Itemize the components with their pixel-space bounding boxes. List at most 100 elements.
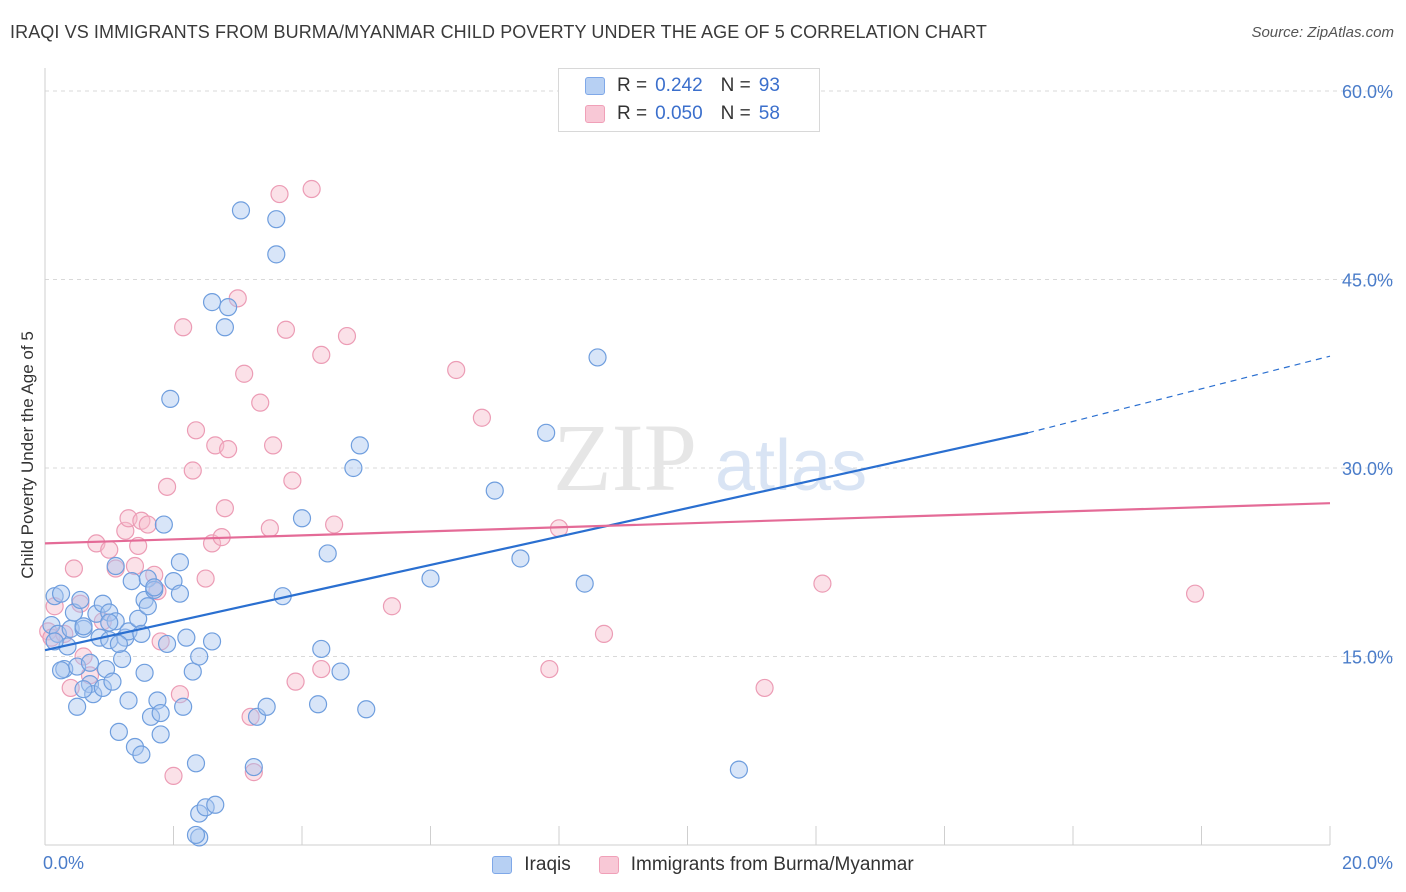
iraqi-point bbox=[93, 678, 112, 698]
burma-point bbox=[540, 659, 559, 679]
burma-point bbox=[302, 179, 321, 199]
legend-n-value: 58 bbox=[758, 103, 780, 124]
iraqi-point bbox=[74, 680, 93, 699]
trendlines bbox=[44, 355, 1331, 652]
iraqi-point bbox=[103, 672, 122, 691]
burma-point bbox=[196, 569, 215, 588]
iraqi-point bbox=[138, 597, 157, 616]
burma-point bbox=[312, 659, 331, 679]
burma-point bbox=[219, 440, 238, 459]
ticks: 15.0% 30.0% 45.0% 60.0% 0.0% 20.0% bbox=[43, 82, 1393, 873]
iraqi-point bbox=[129, 609, 148, 628]
iraqi-point bbox=[161, 389, 180, 408]
burma-point bbox=[241, 707, 260, 726]
iraqi-point bbox=[157, 634, 177, 654]
burma-point bbox=[125, 556, 145, 576]
y-axis-title: Child Poverty Under the Age of 5 bbox=[18, 331, 37, 579]
iraqi-point bbox=[174, 697, 193, 716]
burma-point bbox=[263, 436, 283, 455]
iraqi-point bbox=[177, 628, 196, 647]
iraqi-point bbox=[80, 653, 100, 672]
legend-row-iraqis: R = 0.242 N = 93 bbox=[585, 73, 780, 99]
legend-n-label: N = bbox=[720, 103, 751, 124]
burma-point bbox=[100, 540, 119, 559]
iraqi-point bbox=[51, 661, 71, 680]
iraqi-point bbox=[154, 515, 173, 534]
legend-n-value: 93 bbox=[758, 75, 780, 96]
iraqi-trendline-projection bbox=[1027, 355, 1331, 434]
burma-point bbox=[755, 678, 774, 698]
iraqi-point bbox=[100, 613, 119, 632]
burma-point bbox=[164, 766, 183, 785]
burma-point bbox=[138, 515, 157, 534]
burma-point bbox=[813, 574, 832, 593]
iraqi-point bbox=[350, 436, 369, 455]
watermark-atlas: atlas bbox=[715, 426, 867, 506]
legend-r-value: 0.242 bbox=[655, 75, 703, 96]
iraqi-point bbox=[511, 549, 530, 568]
iraqi-point bbox=[141, 707, 161, 726]
iraqi-point bbox=[74, 617, 93, 636]
iraqi-point bbox=[729, 760, 749, 779]
axes bbox=[44, 68, 1331, 846]
iraqi-point bbox=[308, 695, 328, 714]
burma-point bbox=[260, 519, 279, 538]
iraqi-point bbox=[87, 604, 106, 623]
iraqi-point bbox=[485, 481, 504, 500]
iraqi-point bbox=[135, 663, 154, 682]
iraqi-point bbox=[122, 571, 141, 591]
iraqi-point bbox=[588, 348, 607, 367]
burma-point bbox=[594, 624, 614, 643]
iraqi-point bbox=[318, 544, 337, 563]
burma-point bbox=[61, 678, 80, 698]
iraqi-point bbox=[106, 612, 125, 631]
bottom-legend-swatch-blue bbox=[492, 856, 513, 874]
iraqi-point bbox=[183, 662, 202, 681]
iraqi-point bbox=[84, 685, 103, 704]
iraqi-point bbox=[202, 293, 222, 312]
legend-r-value: 0.050 bbox=[655, 103, 703, 124]
burma-point bbox=[382, 597, 402, 616]
iraqi-point bbox=[151, 725, 170, 744]
iraqi-point bbox=[186, 754, 206, 773]
iraqi-point bbox=[267, 210, 286, 229]
burma-point bbox=[276, 320, 296, 339]
iraqi-point bbox=[151, 703, 170, 723]
burma-point bbox=[244, 763, 263, 782]
iraqi-point bbox=[125, 737, 145, 757]
blue-points bbox=[42, 201, 749, 847]
iraqi-point bbox=[231, 201, 251, 220]
legend-n-label: N = bbox=[720, 75, 751, 96]
bottom-legend: Iraqis Immigrants from Burma/Myanmar bbox=[0, 852, 1406, 878]
watermark: ZIP atlas bbox=[553, 404, 867, 511]
bottom-legend-iraqis: Iraqis bbox=[492, 854, 571, 876]
iraqi-point bbox=[119, 691, 138, 710]
burma-point bbox=[186, 421, 206, 440]
source-label: Source: ZipAtlas.com bbox=[1251, 24, 1394, 41]
burma-point bbox=[251, 393, 270, 412]
iraqi-point bbox=[109, 634, 128, 654]
iraqi-point bbox=[68, 697, 87, 716]
burma-point bbox=[215, 499, 234, 518]
watermark-zip: ZIP bbox=[553, 404, 697, 511]
legend: R = 0.242 N = 93 R = 0.050 N = 58 bbox=[558, 68, 820, 132]
legend-r-label: R = bbox=[617, 75, 648, 96]
iraqi-point bbox=[257, 697, 276, 716]
iraqi-point bbox=[267, 245, 286, 264]
burma-point bbox=[337, 326, 357, 346]
legend-row-burma: R = 0.050 N = 58 bbox=[585, 101, 780, 127]
bottom-legend-swatch-pink bbox=[598, 856, 619, 874]
iraqi-point bbox=[202, 632, 222, 651]
burma-point bbox=[312, 345, 331, 364]
burma-point bbox=[286, 672, 305, 691]
iraqi-point bbox=[421, 569, 440, 588]
burma-trendline bbox=[44, 502, 1331, 545]
burma-point bbox=[447, 360, 466, 380]
iraqi-point bbox=[51, 584, 71, 603]
iraqi-point bbox=[71, 590, 90, 610]
x-tick-label: 0.0% bbox=[43, 853, 84, 873]
y-tick-label: 60.0% bbox=[1342, 82, 1393, 102]
x-tick-label: 20.0% bbox=[1342, 853, 1393, 873]
iraqi-point bbox=[170, 553, 190, 572]
iraqi-point bbox=[357, 700, 376, 719]
